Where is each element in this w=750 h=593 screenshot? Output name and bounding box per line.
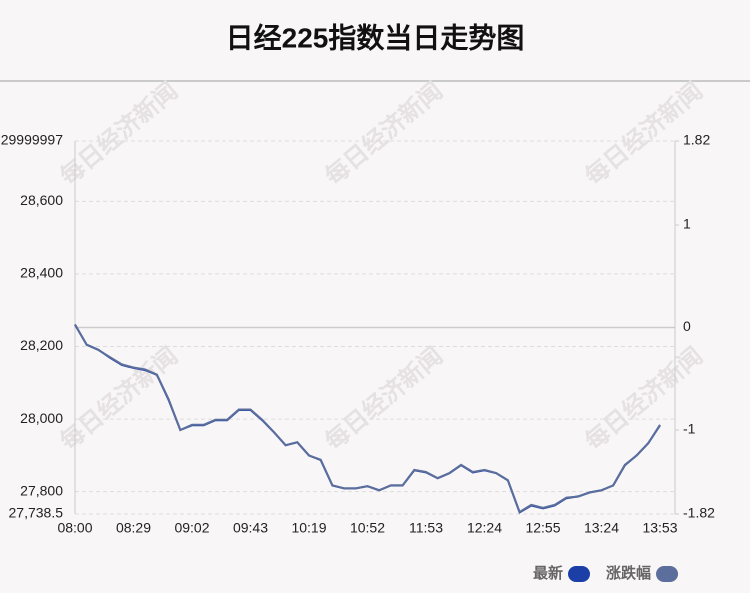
x-tick-label: 13:24 [584,520,619,536]
y-tick-label: 27,800 [20,482,63,498]
legend-swatch [568,566,591,582]
series-line [74,323,661,514]
x-tick-label: 08:00 [57,520,92,536]
x-tick-label: 13:53 [642,520,677,536]
x-tick-label: 09:43 [233,520,268,536]
x-tick-label: 11:53 [409,520,443,536]
y2-tick-label: 0 [683,318,691,334]
y-tick-label: 28,766.29999997 [0,132,63,148]
y2-tick-label: 1 [683,216,691,232]
legend-label: 涨跌幅 [606,564,651,582]
y-tick-label: 28,600 [20,192,63,208]
legend-label: 最新 [533,564,563,582]
x-tick-label: 10:52 [350,520,385,536]
y-tick-label: 27,738.5 [9,505,64,521]
x-tick-label: 12:55 [525,520,560,536]
y-tick-label: 28,000 [20,410,63,426]
y-tick-label: 28,400 [20,265,63,281]
y-tick-label: 28,200 [20,337,63,353]
chart-title: 日经225指数当日走势图 [226,21,525,53]
x-tick-label: 08:29 [116,520,151,536]
y2-tick-label: -1.82 [683,505,715,521]
legend-swatch [656,566,679,582]
x-tick-label: 09:02 [174,520,209,536]
y2-tick-label: -1 [683,421,696,437]
x-tick-label: 10:19 [291,520,326,536]
y2-tick-label: 1.82 [683,132,710,148]
x-tick-label: 12:24 [467,520,502,536]
